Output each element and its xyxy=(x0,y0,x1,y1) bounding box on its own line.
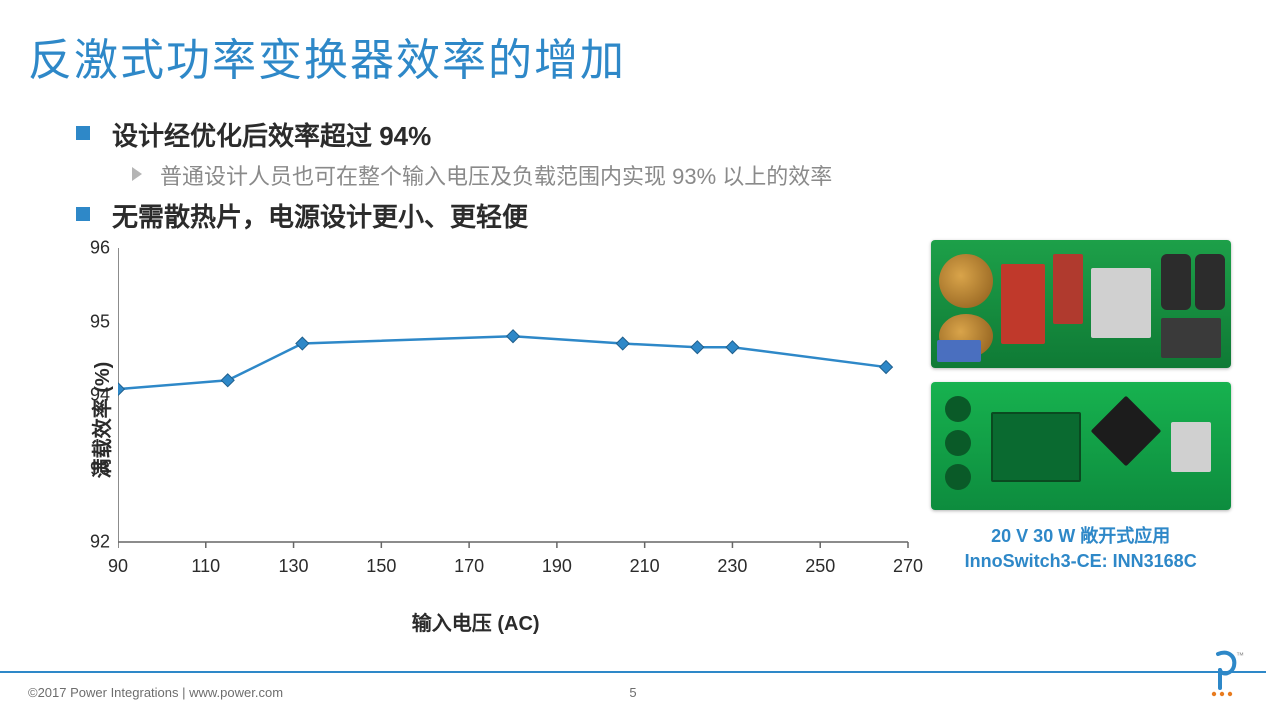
chart-xtick: 230 xyxy=(717,550,747,577)
pcb-caption-line2: InnoSwitch3-CE: INN3168C xyxy=(965,549,1197,574)
square-bullet-icon xyxy=(76,126,90,140)
svg-text:™: ™ xyxy=(1236,651,1244,660)
chart-xtick: 110 xyxy=(191,550,220,577)
company-logo-icon: ™ xyxy=(1206,648,1244,703)
chart-ytick: 93 xyxy=(90,458,118,479)
chart-ytick: 95 xyxy=(90,311,118,332)
efficiency-chart: 满载效率 (%) 9293949596901101301501701902102… xyxy=(48,240,903,600)
right-column: 20 V 30 W 敞开式应用 InnoSwitch3-CE: INN3168C xyxy=(923,240,1238,600)
chart-plot-area: 929394959690110130150170190210230250270 xyxy=(118,240,918,550)
pcb-image-bottom xyxy=(931,382,1231,510)
bullet-1-sub: 普通设计人员也可在整个输入电压及负载范围内实现 93% 以上的效率 xyxy=(76,159,1238,191)
footer: ©2017 Power Integrations | www.power.com… xyxy=(0,671,1266,711)
bullet-1-sub-text: 普通设计人员也可在整个输入电压及负载范围内实现 93% 以上的效率 xyxy=(160,159,832,191)
chart-xtick: 270 xyxy=(893,550,923,577)
pcb-image-top xyxy=(931,240,1231,368)
footer-page-number: 5 xyxy=(629,685,636,700)
chart-xtick: 170 xyxy=(454,550,484,577)
chart-xtick: 150 xyxy=(366,550,396,577)
bullet-1-text: 设计经优化后效率超过 94% xyxy=(112,116,431,153)
square-bullet-icon xyxy=(76,207,90,221)
pcb-caption-line1: 20 V 30 W 敞开式应用 xyxy=(965,524,1197,549)
chart-xtick: 130 xyxy=(279,550,309,577)
slide: 反激式功率变换器效率的增加 设计经优化后效率超过 94% 普通设计人员也可在整个… xyxy=(0,0,1266,711)
content-row: 满载效率 (%) 9293949596901101301501701902102… xyxy=(28,240,1238,600)
chart-xlabel: 输入电压 (AC) xyxy=(412,607,540,636)
slide-title: 反激式功率变换器效率的增加 xyxy=(28,24,1238,88)
chart-xtick: 90 xyxy=(108,550,128,577)
bullet-list: 设计经优化后效率超过 94% 普通设计人员也可在整个输入电压及负载范围内实现 9… xyxy=(28,116,1238,234)
pcb-caption: 20 V 30 W 敞开式应用 InnoSwitch3-CE: INN3168C xyxy=(965,524,1197,574)
chart-xtick: 250 xyxy=(805,550,835,577)
chart-xtick: 190 xyxy=(542,550,572,577)
chart-ytick: 94 xyxy=(90,385,118,406)
triangle-bullet-icon xyxy=(132,167,142,181)
chart-svg xyxy=(118,240,918,550)
chart-ytick: 96 xyxy=(90,238,118,259)
bullet-2: 无需散热片，电源设计更小、更轻便 xyxy=(76,197,1238,234)
chart-xtick: 210 xyxy=(630,550,660,577)
bullet-1: 设计经优化后效率超过 94% xyxy=(76,116,1238,153)
bullet-2-text: 无需散热片，电源设计更小、更轻便 xyxy=(112,197,528,234)
footer-copyright: ©2017 Power Integrations | www.power.com xyxy=(28,685,283,700)
